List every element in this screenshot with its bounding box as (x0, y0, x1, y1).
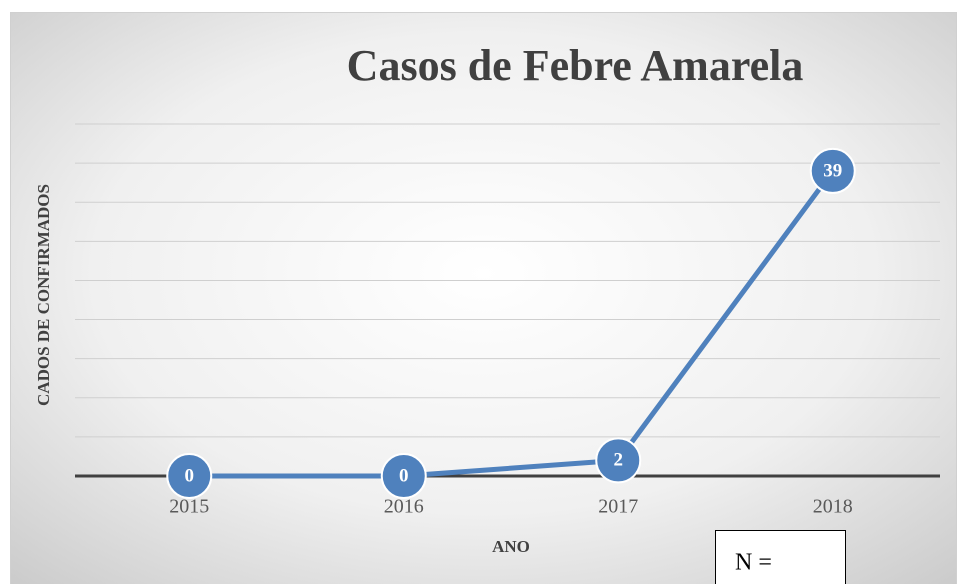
x-tick-label: 2018 (813, 496, 853, 518)
data-label: 2 (614, 450, 624, 471)
chart-title: Casos de Febre Amarela (347, 41, 804, 90)
chart-area (10, 12, 957, 584)
data-label: 39 (823, 160, 842, 181)
x-tick-label: 2015 (169, 496, 209, 518)
grid: 2015 2016 2017 2018 (75, 123, 940, 518)
series-line (189, 169, 835, 479)
annotation: N = (735, 550, 772, 576)
data-point (595, 437, 642, 484)
x-tick-label: 2016 (384, 496, 424, 518)
x-axis-label: ANO (492, 537, 530, 556)
y-axis-label: CADOS DE CONFIRMADOS (34, 184, 53, 406)
data-point (809, 147, 856, 194)
data-label: 0 (399, 465, 409, 486)
annotation-box (715, 530, 846, 584)
data-point (380, 453, 427, 499)
data-point (166, 453, 213, 499)
marks: 0 0 2 39 (166, 147, 856, 499)
x-tick-label: 2017 (598, 496, 638, 518)
data-label: 0 (185, 465, 195, 486)
